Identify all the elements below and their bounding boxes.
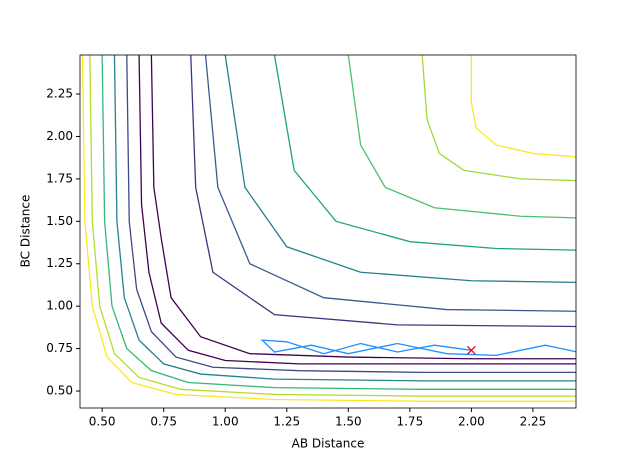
x-axis-label: AB Distance — [292, 437, 365, 451]
start-marker — [466, 345, 476, 355]
contour-line — [260, 339, 576, 357]
contour-line — [190, 55, 576, 328]
contour-line — [150, 55, 576, 360]
y-tick-label: 1.50 — [46, 214, 73, 228]
x-tick-label: 1.75 — [396, 415, 423, 429]
y-tick-label: 0.50 — [46, 384, 73, 398]
y-tick-label: 2.00 — [46, 129, 73, 143]
contour-line — [89, 55, 576, 397]
axes-frame — [79, 54, 577, 409]
x-tick-label: 2.25 — [520, 415, 547, 429]
x-tick-label: 0.50 — [89, 415, 116, 429]
x-tick-label: 0.75 — [150, 415, 177, 429]
contour-line — [273, 55, 576, 251]
contour-line — [470, 55, 576, 158]
y-tick-label: 1.25 — [46, 256, 73, 270]
y-tick-label: 0.75 — [46, 341, 73, 355]
y-tick-label: 1.00 — [46, 299, 73, 313]
contour-line — [81, 55, 576, 402]
contour-line — [224, 55, 576, 284]
contour-line — [204, 55, 576, 312]
contour-line — [138, 55, 576, 365]
contour-line — [421, 55, 576, 182]
plot-area — [81, 55, 576, 402]
x-tick-label: 1.50 — [335, 415, 362, 429]
y-tick-label: 2.25 — [46, 87, 73, 101]
contour-line — [101, 55, 576, 390]
y-tick-label: 1.75 — [46, 171, 73, 185]
x-tick-label: 2.00 — [458, 415, 485, 429]
x-tick-label: 1.00 — [212, 415, 239, 429]
contour-line — [347, 55, 576, 219]
x-tick-label: 1.25 — [273, 415, 300, 429]
contour-line — [113, 55, 576, 382]
y-axis-label: BC Distance — [19, 195, 33, 268]
contour-line — [126, 55, 576, 374]
